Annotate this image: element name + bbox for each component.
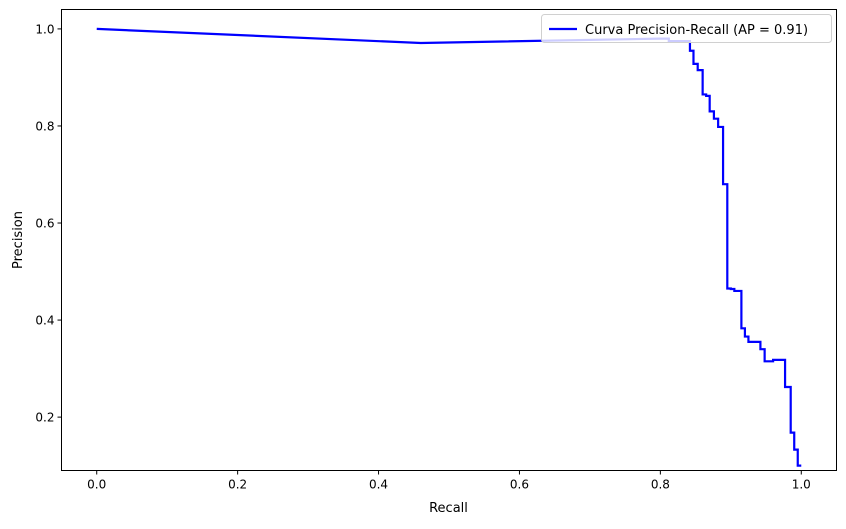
series-line-0 bbox=[96, 27, 802, 467]
x-tick-label: 0.4 bbox=[369, 478, 388, 492]
y-tick-label: 0.6 bbox=[35, 217, 54, 231]
legend-entry-label: Curva Precision-Recall (AP = 0.91) bbox=[585, 23, 808, 38]
y-tick-label: 0.4 bbox=[35, 314, 54, 328]
y-axis-label: Precision bbox=[11, 211, 26, 269]
x-axis-label: Recall bbox=[429, 501, 468, 516]
x-tick-label: 0.0 bbox=[87, 478, 106, 492]
plot-frame bbox=[61, 9, 837, 471]
x-tick-label: 0.2 bbox=[228, 478, 247, 492]
y-tick-label: 0.2 bbox=[35, 411, 54, 425]
x-tick-label: 0.6 bbox=[510, 478, 529, 492]
y-tick-label: 1.0 bbox=[35, 22, 54, 36]
y-tick-label: 0.8 bbox=[35, 119, 54, 133]
legend-box bbox=[541, 14, 832, 43]
legend: Curva Precision-Recall (AP = 0.91) bbox=[541, 14, 832, 43]
x-tick-label: 1.0 bbox=[792, 478, 811, 492]
x-tick-label: 0.8 bbox=[651, 478, 670, 492]
